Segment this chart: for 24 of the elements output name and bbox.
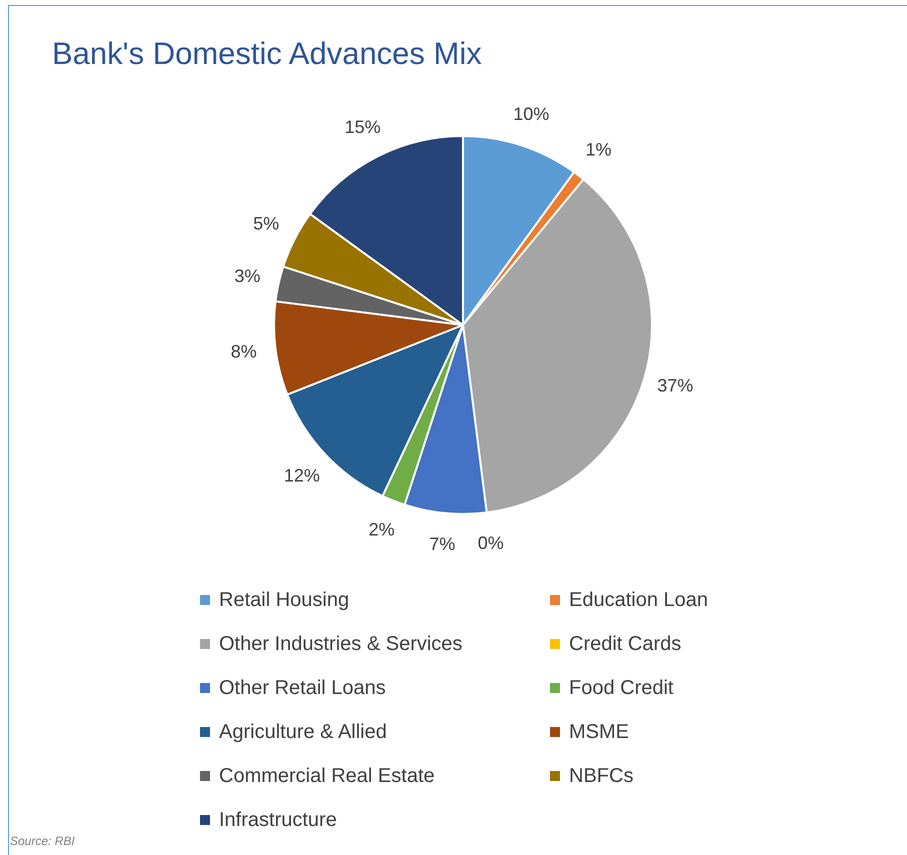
legend-label: Other Retail Loans [219,676,386,700]
legend-label: Commercial Real Estate [219,764,435,788]
legend-label: Credit Cards [569,632,682,656]
legend-label: Food Credit [569,676,674,700]
data-label: 12% [284,465,320,486]
data-label: 8% [230,342,257,362]
legend-label: Retail Housing [219,588,350,612]
data-label: 3% [234,266,260,286]
legend-label: Infrastructure [219,808,337,832]
chart-title: Bank's Domestic Advances Mix [52,36,482,72]
data-label: 1% [585,139,612,160]
data-label: 37% [657,376,694,396]
legend-label: Agriculture & Allied [219,720,387,744]
data-label: 15% [344,117,381,138]
legend-label: NBFCs [569,764,634,788]
data-label: 7% [429,534,456,554]
text: 0% [478,533,504,554]
legend-label: Education Loan [569,588,708,612]
legend-label: MSME [569,720,629,744]
data-label: 2% [368,519,395,540]
data-label: 10% [513,104,550,124]
legend-label: Other Industries & Services [219,632,462,656]
data-label: 5% [253,214,280,234]
source-note: Source: RBI [10,834,75,848]
